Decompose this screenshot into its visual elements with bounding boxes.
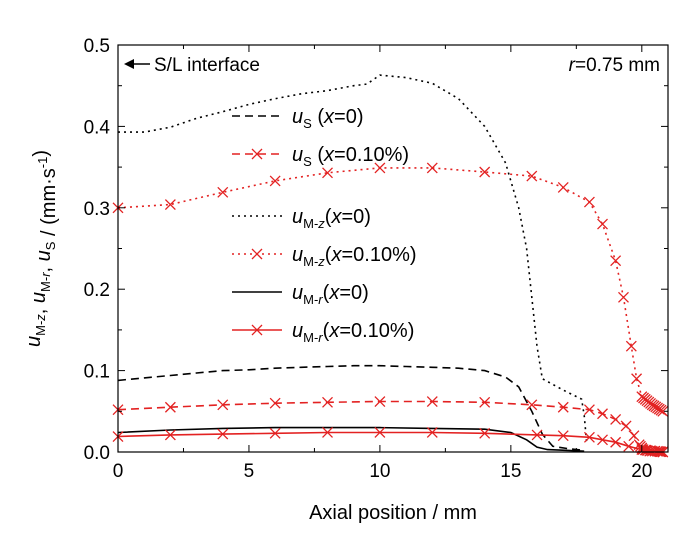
data-point-uMr_x010 (479, 427, 491, 439)
data-point-uS_x010 (479, 396, 491, 408)
series-line-uMz_x010 (117, 167, 664, 412)
legend-marker (251, 248, 263, 260)
data-point-uS_x010 (269, 397, 281, 409)
data-point-uMz_x010 (597, 218, 608, 230)
data-point-uS_x010 (583, 404, 595, 416)
sl-interface-label: S/L interface (154, 55, 260, 76)
data-point-uMr_x010 (322, 427, 333, 438)
arrow-left-icon (124, 59, 134, 69)
legend-label: uM-z(x=0) (292, 206, 371, 231)
data-point-uS_x010 (628, 430, 640, 442)
series-uS_x010 (112, 396, 669, 458)
data-point-uMz_x010 (625, 340, 637, 352)
series-layer (112, 74, 669, 458)
data-point-uMr_x010 (640, 444, 652, 456)
data-point-uS_x010 (217, 399, 229, 411)
data-point-uMz_x010 (322, 167, 333, 179)
axes-layer: 0 5 10 15 20 0.0 0.1 0.2 0.3 0.4 0.5 Axial position… (23, 36, 669, 524)
data-point-uMr_x010 (217, 428, 229, 440)
legend: uS (x=0) uS (x=0.10%) uM-z(x=0) uM-z(x=0.10… (232, 106, 417, 345)
legend-item-uMr_x0: uM-r(x=0) (232, 282, 369, 307)
sl-interface-annotation: S/L interface (124, 55, 260, 76)
legend-item-uMr_x010: uM-r(x=0.10%) (232, 320, 414, 345)
data-point-uMz_x010 (610, 255, 622, 267)
data-point-uS_x010 (620, 420, 632, 432)
data-point-uMr_x010 (610, 436, 622, 448)
data-point-uS_x010 (322, 396, 333, 408)
legend-marker (251, 148, 263, 160)
y-tick-label: 0.0 (84, 443, 110, 464)
legend-label: uS (x=0.10%) (292, 144, 409, 169)
data-point-uMz_x010 (631, 373, 643, 385)
y-tick-label: 0.3 (84, 199, 110, 220)
data-point-uS_x010 (426, 396, 438, 407)
series-line-uMr_x0 (117, 426, 585, 452)
data-point-uS_x010 (597, 408, 608, 420)
x-tick-label: 0 (113, 461, 124, 482)
legend-item-uS_x010: uS (x=0.10%) (232, 144, 409, 169)
x-tick-label: 15 (500, 461, 521, 482)
data-point-uMr_x010 (164, 429, 176, 441)
data-point-uMr_x010 (531, 429, 543, 441)
data-point-uS_x010 (374, 396, 386, 407)
legend-label: uM-r(x=0) (292, 282, 369, 307)
x-axis-label: Axial position / mm (309, 502, 477, 524)
series-uS_x0 (117, 364, 585, 452)
data-point-uMz_x010 (557, 181, 569, 193)
data-point-uMz_x010 (426, 162, 438, 174)
radius-label: r=0.75 mm (569, 55, 660, 76)
series-uMz_x010 (112, 162, 669, 417)
series-uMr_x0 (117, 426, 585, 452)
data-point-uMz_x010 (374, 162, 386, 174)
data-point-uMr_x010 (597, 434, 608, 446)
legend-label: uS (x=0) (292, 106, 363, 131)
data-point-uMr_x010 (623, 440, 635, 452)
series-line-uS_x010 (117, 400, 663, 453)
legend-label: uM-r(x=0.10%) (292, 320, 414, 345)
data-point-uMr_x010 (269, 427, 281, 439)
data-point-uMz_x010 (164, 199, 176, 211)
data-point-uMz_x010 (526, 170, 538, 182)
data-point-uMz_x010 (217, 186, 229, 198)
data-point-uS_x010 (164, 401, 176, 413)
data-point-uMr_x010 (426, 427, 438, 438)
x-tick-label: 20 (631, 461, 652, 482)
data-point-uMz_x010 (269, 175, 281, 187)
data-point-uS_x010 (610, 413, 622, 425)
x-tick-label: 10 (369, 461, 390, 482)
y-tick-label: 0.4 (84, 117, 111, 138)
data-point-uS_x010 (557, 401, 569, 413)
data-point-uS_x010 (526, 399, 538, 411)
data-point-uMz_x010 (657, 405, 669, 417)
series-line-uS_x0 (117, 364, 585, 452)
data-point-uMr_x010 (557, 430, 569, 442)
x-tick-label: 5 (244, 461, 255, 482)
data-point-uMz_x010 (583, 196, 595, 208)
legend-label: uM-z(x=0.10%) (292, 244, 417, 269)
y-tick-label: 0.2 (84, 280, 110, 301)
y-tick-label: 0.5 (84, 36, 110, 57)
legend-item-uMz_x010: uM-z(x=0.10%) (232, 244, 417, 269)
data-point-uMr_x010 (374, 427, 386, 438)
data-point-uMz_x010 (479, 166, 491, 178)
annotations: S/L interface r=0.75 mm (124, 55, 660, 76)
legend-marker (251, 324, 263, 336)
data-point-uMz_x010 (618, 291, 629, 303)
y-axis-label: uM-z, uM-r, uS / (mm·s-1) (23, 150, 60, 347)
legend-item-uMz_x0: uM-z(x=0) (232, 206, 371, 231)
legend-item-uS_x0: uS (x=0) (232, 106, 363, 131)
y-tick-label: 0.1 (84, 362, 110, 383)
data-point-uMr_x010 (583, 431, 595, 443)
series-line-uMr_x010 (117, 431, 663, 453)
